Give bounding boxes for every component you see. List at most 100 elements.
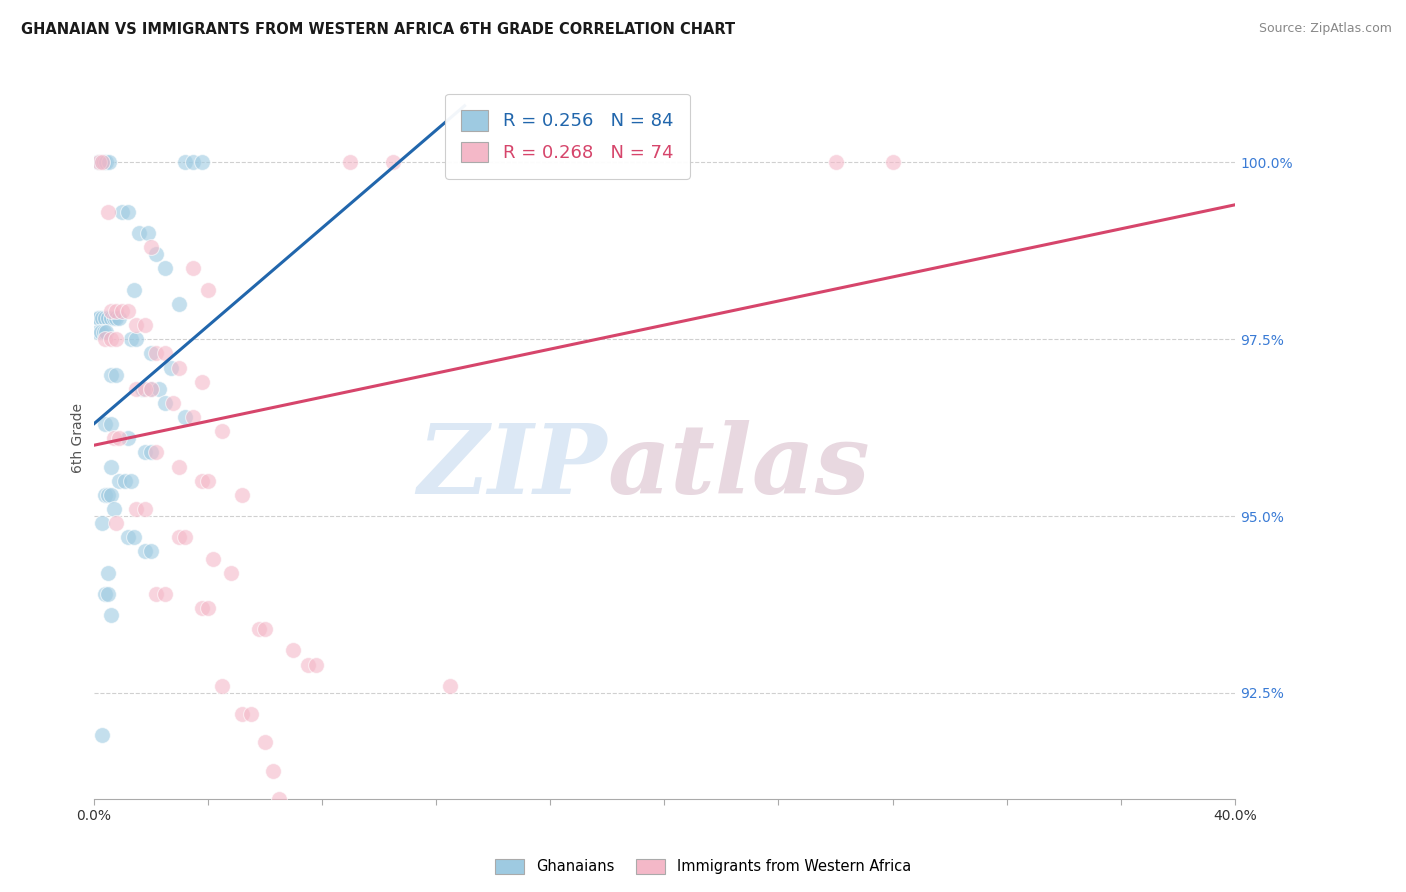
Point [145, 445, 167, 459]
Point [167, 297, 190, 311]
Point [125, 318, 148, 332]
Point [159, 360, 181, 375]
Point [90, 155, 112, 169]
Point [100, 459, 122, 474]
Point [90, 325, 112, 339]
Point [134, 544, 156, 558]
Point [97, 587, 120, 601]
Legend: Ghanaians, Immigrants from Western Africa: Ghanaians, Immigrants from Western Afric… [489, 853, 917, 880]
Point [97, 310, 120, 325]
Point [211, 424, 233, 438]
Point [197, 601, 219, 615]
Point [174, 530, 197, 544]
Point [153, 346, 176, 360]
Point [91, 516, 114, 530]
Point [139, 382, 162, 396]
Point [111, 304, 134, 318]
Point [162, 396, 184, 410]
Point [128, 226, 150, 240]
Point [87, 310, 110, 325]
Point [87, 325, 110, 339]
Point [122, 283, 145, 297]
Point [134, 318, 156, 332]
Point [197, 474, 219, 488]
Point [145, 247, 167, 261]
Point [117, 304, 139, 318]
Point [91, 728, 114, 742]
Point [134, 382, 156, 396]
Point [145, 346, 167, 360]
Point [197, 283, 219, 297]
Point [94, 587, 117, 601]
Point [98, 155, 121, 169]
Point [94, 488, 117, 502]
Point [89, 310, 111, 325]
Point [253, 622, 276, 636]
Point [231, 488, 253, 502]
Point [134, 502, 156, 516]
Point [153, 396, 176, 410]
Point [120, 332, 142, 346]
Point [111, 205, 134, 219]
Point [191, 375, 214, 389]
Point [105, 516, 128, 530]
Point [139, 240, 162, 254]
Text: atlas: atlas [607, 420, 870, 514]
Point [239, 707, 262, 722]
Point [91, 310, 114, 325]
Point [108, 310, 131, 325]
Point [100, 310, 122, 325]
Point [125, 382, 148, 396]
Point [167, 530, 190, 544]
Point [125, 502, 148, 516]
Point [131, 382, 153, 396]
Point [93, 325, 115, 339]
Point [105, 310, 128, 325]
Point [103, 310, 125, 325]
Text: GHANAIAN VS IMMIGRANTS FROM WESTERN AFRICA 6TH GRADE CORRELATION CHART: GHANAIAN VS IMMIGRANTS FROM WESTERN AFRI… [21, 22, 735, 37]
Point [103, 502, 125, 516]
Point [202, 551, 225, 566]
Y-axis label: 6th Grade: 6th Grade [72, 403, 86, 474]
Point [100, 417, 122, 431]
Point [153, 587, 176, 601]
Point [97, 205, 120, 219]
Point [125, 332, 148, 346]
Point [94, 310, 117, 325]
Point [191, 601, 214, 615]
Point [100, 332, 122, 346]
Point [87, 155, 110, 169]
Point [305, 657, 328, 672]
Point [167, 459, 190, 474]
Point [183, 261, 205, 276]
Point [191, 155, 214, 169]
Point [267, 792, 290, 806]
Point [139, 445, 162, 459]
Point [262, 764, 284, 778]
Point [247, 622, 270, 636]
Point [134, 445, 156, 459]
Point [91, 155, 114, 169]
Point [139, 544, 162, 558]
Point [89, 155, 111, 169]
Point [824, 155, 846, 169]
Point [174, 410, 197, 425]
Point [882, 155, 904, 169]
Point [139, 382, 162, 396]
Point [122, 530, 145, 544]
Point [117, 205, 139, 219]
Point [183, 155, 205, 169]
Point [231, 707, 253, 722]
Point [96, 325, 118, 339]
Point [183, 410, 205, 425]
Point [283, 643, 305, 657]
Point [174, 155, 197, 169]
Point [105, 368, 128, 382]
Text: Source: ZipAtlas.com: Source: ZipAtlas.com [1258, 22, 1392, 36]
Point [100, 304, 122, 318]
Point [167, 360, 190, 375]
Point [105, 304, 128, 318]
Point [114, 474, 136, 488]
Point [136, 226, 159, 240]
Point [145, 587, 167, 601]
